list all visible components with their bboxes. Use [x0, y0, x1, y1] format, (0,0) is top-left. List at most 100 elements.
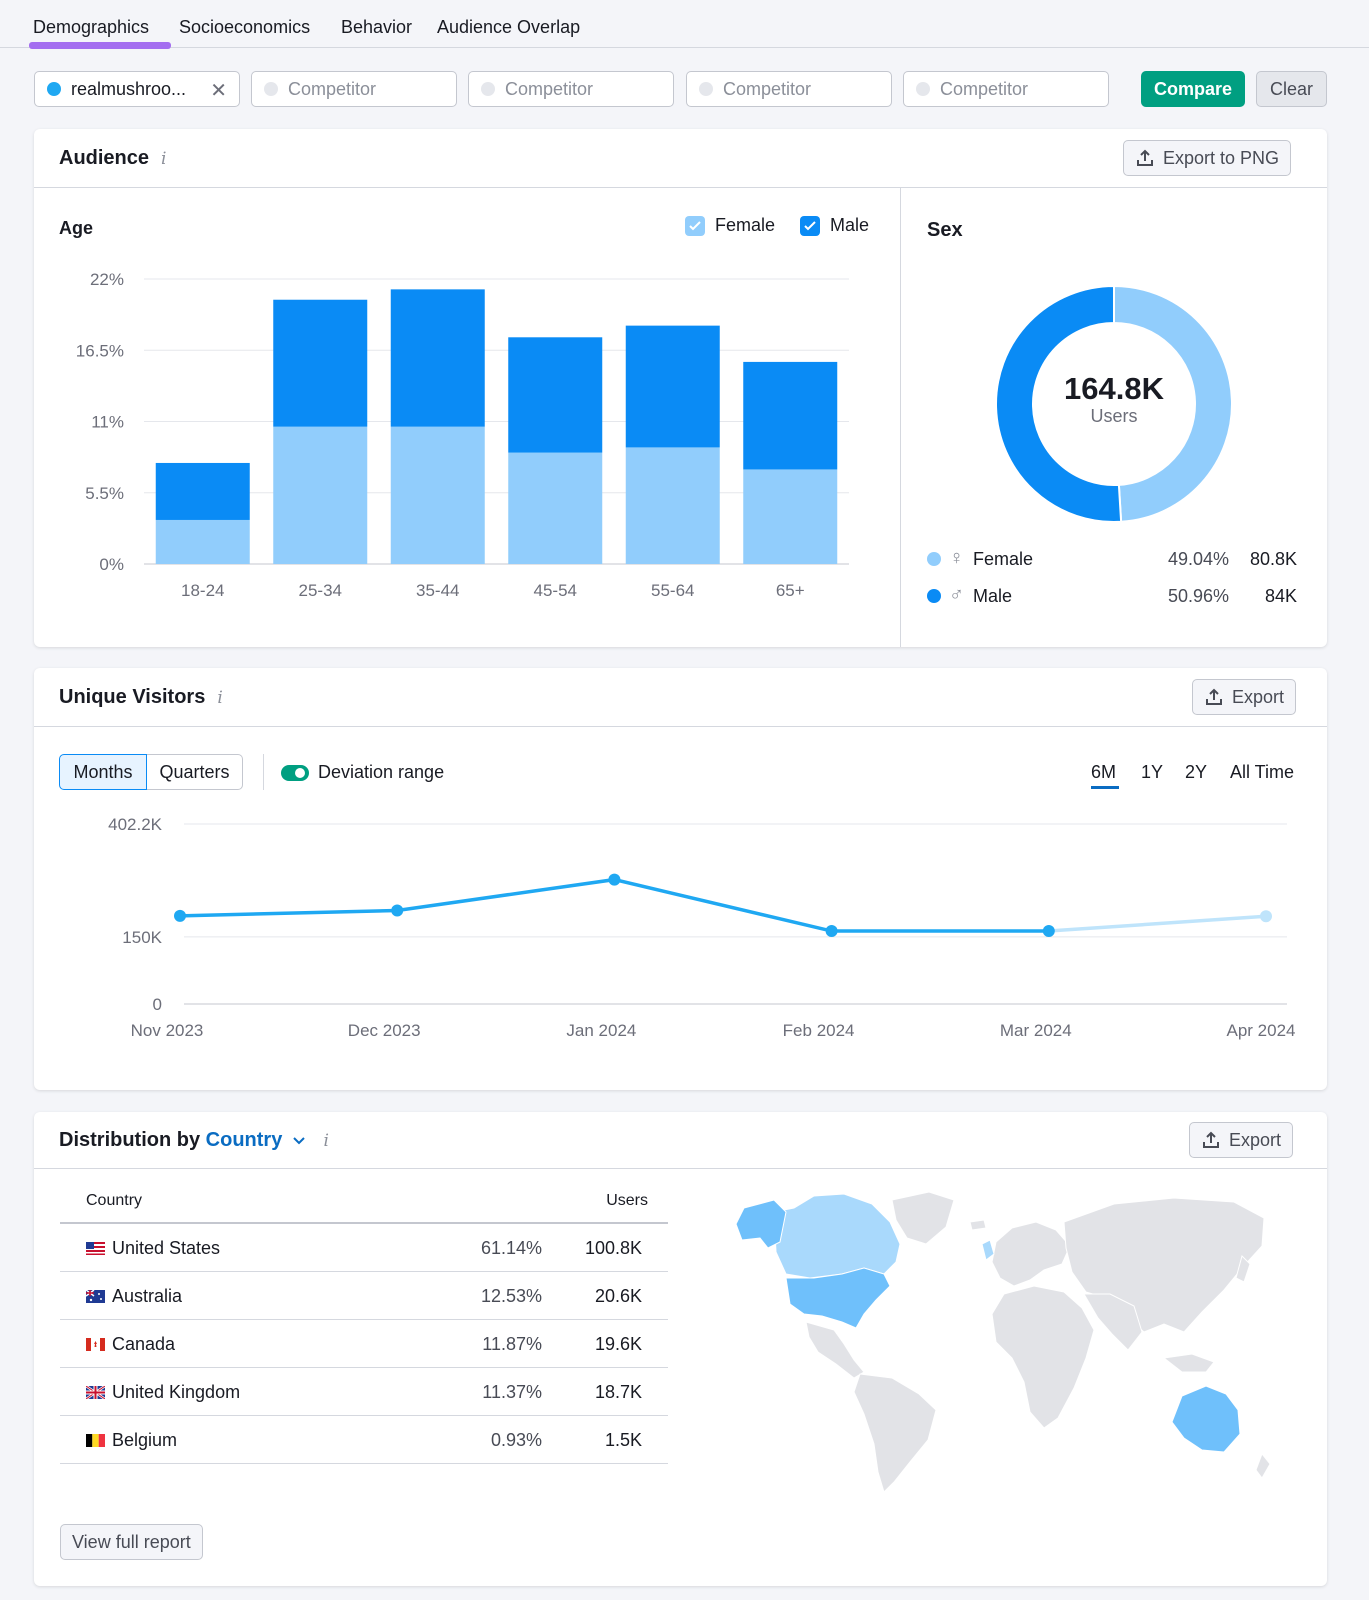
competitor-input-4[interactable]: Competitor: [903, 71, 1109, 107]
legend-male[interactable]: Male: [800, 215, 869, 236]
close-icon[interactable]: ✕: [210, 80, 227, 102]
bar-female[interactable]: [390, 426, 485, 564]
country-percent: 0.93%: [490, 1430, 542, 1450]
export-png-label: Export to PNG: [1163, 147, 1280, 168]
map-alaska: [735, 1199, 787, 1249]
world-map: [735, 1191, 1271, 1493]
bar-female[interactable]: [155, 519, 250, 564]
country-name[interactable]: Belgium: [112, 1430, 178, 1450]
range-all-time[interactable]: All Time: [1230, 762, 1295, 782]
domain-chip[interactable]: realmushroo... ✕: [34, 71, 240, 107]
competitor-input-2[interactable]: Competitor: [468, 71, 674, 107]
bar-female[interactable]: [273, 426, 368, 564]
data-point[interactable]: [1042, 925, 1055, 938]
tab-demographics[interactable]: Demographics: [33, 17, 150, 37]
check-icon: [689, 220, 701, 230]
competitor-placeholder: Competitor: [288, 78, 377, 99]
competitor-placeholder: Competitor: [940, 78, 1029, 99]
range-6m[interactable]: 6M: [1091, 762, 1117, 782]
info-icon[interactable]: i: [323, 1131, 329, 1151]
bar-female[interactable]: [625, 447, 720, 564]
x-tick-label: 65+: [776, 581, 805, 600]
table-row: Canada 11.87% 19.6K: [60, 1320, 668, 1368]
tab-audience-overlap[interactable]: Audience Overlap: [437, 17, 581, 37]
info-icon[interactable]: i: [161, 149, 167, 169]
competitor-input-3[interactable]: Competitor: [686, 71, 892, 107]
country-users: 100.8K: [584, 1238, 642, 1258]
export-distribution-button[interactable]: Export: [1189, 1122, 1294, 1158]
competitor-placeholder: Competitor: [723, 78, 812, 99]
bar-male[interactable]: [625, 325, 720, 448]
bar-female[interactable]: [743, 469, 838, 564]
data-point[interactable]: [608, 873, 621, 886]
total-users-value: 164.8K: [1064, 371, 1164, 406]
competitor-placeholder: Competitor: [505, 78, 594, 99]
tab-socioeconomics[interactable]: Socioeconomics: [179, 17, 311, 37]
country-name[interactable]: United States: [112, 1238, 221, 1258]
data-point[interactable]: [825, 925, 838, 938]
view-full-report-button[interactable]: View full report: [60, 1524, 203, 1560]
upload-icon: [1206, 688, 1222, 705]
total-users-label: Users: [1090, 406, 1138, 426]
export-visitors-button[interactable]: Export: [1192, 679, 1297, 715]
map-united-states: [785, 1267, 891, 1329]
donut-slice-female[interactable]: [1113, 284, 1233, 523]
bar-male[interactable]: [743, 361, 838, 470]
donut-slice-male[interactable]: [995, 284, 1123, 523]
distribution-title: Distribution by Country i: [59, 1129, 329, 1152]
country-percent: 61.14%: [480, 1238, 542, 1258]
dimension-selector[interactable]: Country: [205, 1129, 283, 1151]
x-tick-label: 45-54: [534, 581, 577, 600]
us-flag-icon: [86, 1242, 105, 1255]
export-png-button[interactable]: Export to PNG: [1123, 140, 1292, 176]
country-name[interactable]: United Kingdom: [112, 1382, 241, 1402]
clear-button[interactable]: Clear: [1256, 71, 1327, 107]
column-users: Users: [606, 1192, 648, 1209]
info-icon[interactable]: i: [217, 688, 223, 708]
tab-behavior[interactable]: Behavior: [341, 17, 413, 37]
bar-male[interactable]: [273, 299, 368, 427]
tab-bar: Demographics Socioeconomics Behavior Aud…: [0, 0, 1369, 49]
bar-male[interactable]: [390, 289, 485, 427]
y-tick-label: 5.5%: [85, 484, 124, 503]
compare-button[interactable]: Compare: [1141, 71, 1245, 107]
checkbox-male[interactable]: [800, 215, 820, 236]
country-users: 20.6K: [594, 1286, 642, 1306]
sex-donut-chart: [995, 284, 1233, 523]
female-label: Female: [973, 549, 1034, 569]
range-2y[interactable]: 2Y: [1185, 762, 1208, 782]
country-name[interactable]: Australia: [112, 1286, 183, 1306]
switch-knob: [295, 768, 305, 778]
range-1y[interactable]: 1Y: [1141, 762, 1164, 782]
competitor-dot: [264, 82, 278, 96]
female-icon: ♀: [949, 547, 964, 569]
map-land: [805, 1191, 1271, 1493]
quarters-toggle[interactable]: Quarters: [147, 754, 243, 790]
distribution-card: Distribution by Country i Export Country…: [34, 1112, 1327, 1586]
bar-female[interactable]: [508, 452, 603, 564]
column-country: Country: [86, 1192, 143, 1209]
x-tick-label: Mar 2024: [1000, 1021, 1072, 1040]
domain-color-dot: [47, 82, 61, 96]
upload-icon: [1137, 149, 1153, 166]
x-tick-label: Dec 2023: [348, 1021, 421, 1040]
country-percent: 12.53%: [480, 1286, 542, 1306]
checkbox-female[interactable]: [685, 215, 705, 236]
sex-row-female: ♀ Female 49.04% 80.8K: [927, 547, 1297, 571]
data-point[interactable]: [1260, 910, 1272, 923]
sex-row-male: ♂ Male 50.96% 84K: [927, 584, 1297, 608]
data-point[interactable]: [174, 909, 186, 922]
months-toggle[interactable]: Months: [59, 754, 147, 790]
visitors-line-projection: [1048, 914, 1267, 933]
ca-flag-icon: [86, 1338, 105, 1351]
bar-male[interactable]: [155, 462, 250, 520]
chevron-down-icon[interactable]: [292, 1136, 306, 1146]
data-point[interactable]: [391, 904, 404, 917]
unique-visitors-card: Unique Visitors i Export Months Quarters …: [34, 668, 1327, 1090]
country-name[interactable]: Canada: [112, 1334, 176, 1354]
bar-male[interactable]: [508, 337, 603, 453]
legend-female[interactable]: Female: [685, 215, 775, 236]
competitor-input-1[interactable]: Competitor: [251, 71, 457, 107]
y-tick-label: 16.5%: [76, 341, 124, 360]
deviation-range-switch[interactable]: [281, 765, 309, 781]
